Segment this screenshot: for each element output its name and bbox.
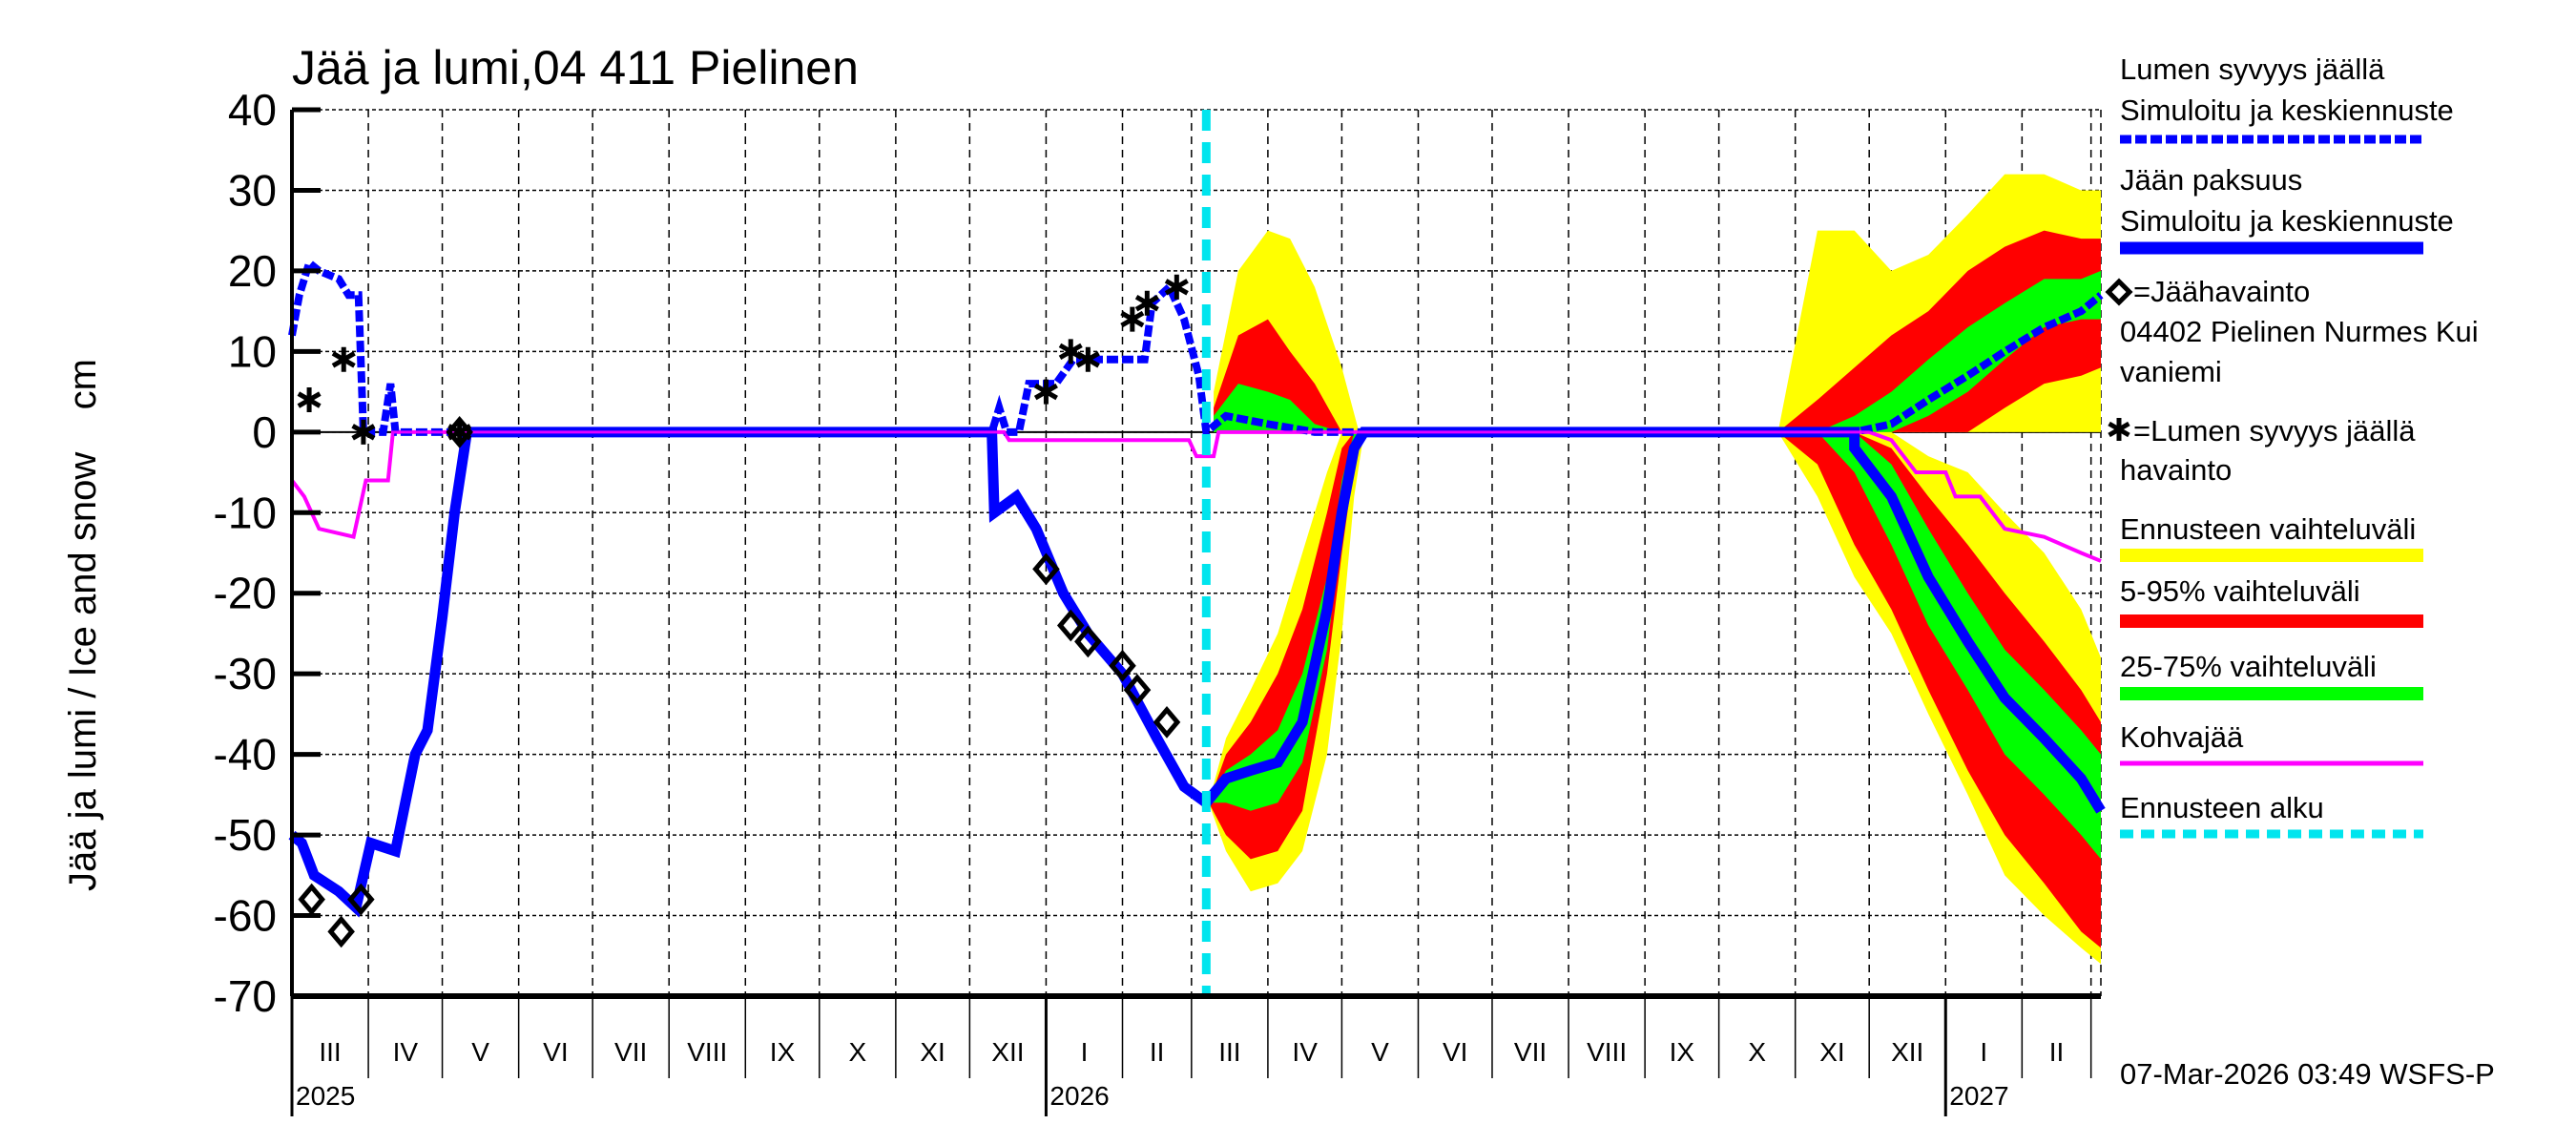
snow-observation-point: [1134, 290, 1159, 316]
y-tick-label: 30: [228, 165, 277, 215]
month-label: III: [1218, 1037, 1240, 1067]
month-label: V: [471, 1037, 489, 1067]
month-label: XII: [991, 1037, 1024, 1067]
month-label: VI: [543, 1037, 568, 1067]
legend-ice-line2: Simuloitu ja keskiennuste: [2120, 204, 2454, 238]
legend-range-full-swatch: [2120, 549, 2423, 562]
diamond-icon: [2105, 278, 2133, 306]
legend-range-full: Ennusteen vaihteluväli: [2120, 512, 2416, 546]
snow-observation-point: [351, 419, 376, 445]
band-25-75: [1214, 384, 1360, 432]
ice-observation-point: [1123, 674, 1152, 706]
legend-range-5-95-swatch: [2120, 614, 2423, 628]
ice-observation-point: [1109, 649, 1136, 682]
month-label: X: [848, 1037, 866, 1067]
grid: [292, 109, 2102, 996]
kohva-line-overlay: [290, 430, 2102, 563]
month-label: VII: [614, 1037, 647, 1067]
legend: Lumen syvyys jäällä Simuloitu ja keskien…: [2105, 52, 2479, 839]
band-25-75: [1777, 270, 2101, 432]
legend-range-5-95: 5-95% vaihteluväli: [2120, 574, 2360, 608]
legend-snow-line1: Lumen syvyys jäällä: [2120, 52, 2385, 86]
month-label: IV: [393, 1037, 419, 1067]
band-5-95: [1777, 230, 2101, 432]
snow-observation-point: [297, 387, 322, 413]
y-tick-label: -30: [214, 649, 277, 698]
y-tick-label: 10: [228, 326, 277, 376]
snow-observation-point: [1120, 306, 1145, 332]
ice-observation-point: [1056, 609, 1085, 642]
legend-snow-line2: Simuloitu ja keskiennuste: [2120, 94, 2454, 127]
month-label: II: [2049, 1037, 2065, 1067]
legend-ice-obs-line2: 04402 Pielinen Nurmes Kui: [2120, 315, 2479, 348]
month-label: IV: [1292, 1037, 1318, 1067]
ice-observation-point: [347, 883, 375, 916]
month-label: XI: [1819, 1037, 1844, 1067]
ice-thickness-line: [288, 427, 2106, 918]
legend-kohva: Kohvajää: [2120, 720, 2244, 754]
legend-ice-obs-line1: =Jäähavainto: [2133, 275, 2310, 308]
y-tick-label: -60: [214, 891, 277, 941]
ice-observation-point: [1032, 552, 1060, 586]
year-label: 2027: [1949, 1081, 2008, 1111]
band-5-95: [1208, 431, 1364, 860]
ice-observation-point: [327, 915, 355, 948]
timestamp: 07-Mar-2026 03:49 WSFS-P: [2120, 1057, 2495, 1091]
observations: [297, 274, 1189, 948]
y-tick-label: -10: [214, 488, 277, 537]
legend-range-25-75-swatch: [2120, 687, 2423, 700]
forecast-bands: [1208, 174, 2101, 965]
legend-forecast-start: Ennusteen alku: [2120, 791, 2324, 824]
y-axis-label: Jää ja lumi / Ice and snow cm: [62, 359, 104, 891]
month-label: III: [319, 1037, 341, 1067]
snow-depth-line: [288, 256, 2104, 440]
snow-observation-point: [1075, 346, 1100, 372]
year-label: 2026: [1049, 1081, 1109, 1111]
band-25-75: [1777, 431, 2101, 860]
y-tick-label: -20: [214, 569, 277, 618]
legend-snow-obs-line1: =Lumen syvyys jäällä: [2133, 414, 2416, 448]
y-tick-label: 0: [252, 407, 277, 457]
month-label: VI: [1443, 1037, 1467, 1067]
y-tick-label: -50: [214, 810, 277, 860]
month-label: VIII: [687, 1037, 727, 1067]
month-label: XI: [920, 1037, 945, 1067]
month-label: V: [1371, 1037, 1389, 1067]
month-label: II: [1150, 1037, 1165, 1067]
month-label: I: [1980, 1037, 1987, 1067]
chart-title: Jää ja lumi,04 411 Pielinen: [292, 41, 859, 94]
month-label: I: [1081, 1037, 1089, 1067]
month-label: XII: [1891, 1037, 1923, 1067]
month-label: IX: [770, 1037, 796, 1067]
band-5-95: [1777, 431, 2101, 948]
snow-observation-point: [331, 346, 356, 372]
ice-observation-point: [298, 883, 325, 916]
month-label: VIII: [1587, 1037, 1627, 1067]
ice-observation-point: [1074, 625, 1102, 658]
asterisk-icon: [2108, 418, 2130, 441]
legend-ice-obs-line3: vaniemi: [2120, 355, 2222, 388]
y-tick-label: 20: [228, 246, 277, 296]
y-tick-label: -70: [214, 971, 277, 1021]
snow-observation-point: [1033, 379, 1058, 405]
snow-observation-point: [1164, 274, 1189, 300]
month-label: IX: [1670, 1037, 1695, 1067]
year-label: 2025: [296, 1081, 355, 1111]
y-tick-label: 40: [228, 85, 277, 135]
series-lines: [288, 110, 2106, 996]
legend-ice-line1: Jään paksuus: [2120, 163, 2302, 197]
month-label: VII: [1514, 1037, 1547, 1067]
legend-snow-obs-line2: havainto: [2120, 453, 2232, 487]
ice-observation-point: [1153, 705, 1181, 739]
legend-range-25-75: 25-75% vaihteluväli: [2120, 650, 2377, 683]
month-label: X: [1748, 1037, 1766, 1067]
y-tick-label: -40: [214, 730, 277, 780]
snow-observation-point: [447, 419, 472, 445]
